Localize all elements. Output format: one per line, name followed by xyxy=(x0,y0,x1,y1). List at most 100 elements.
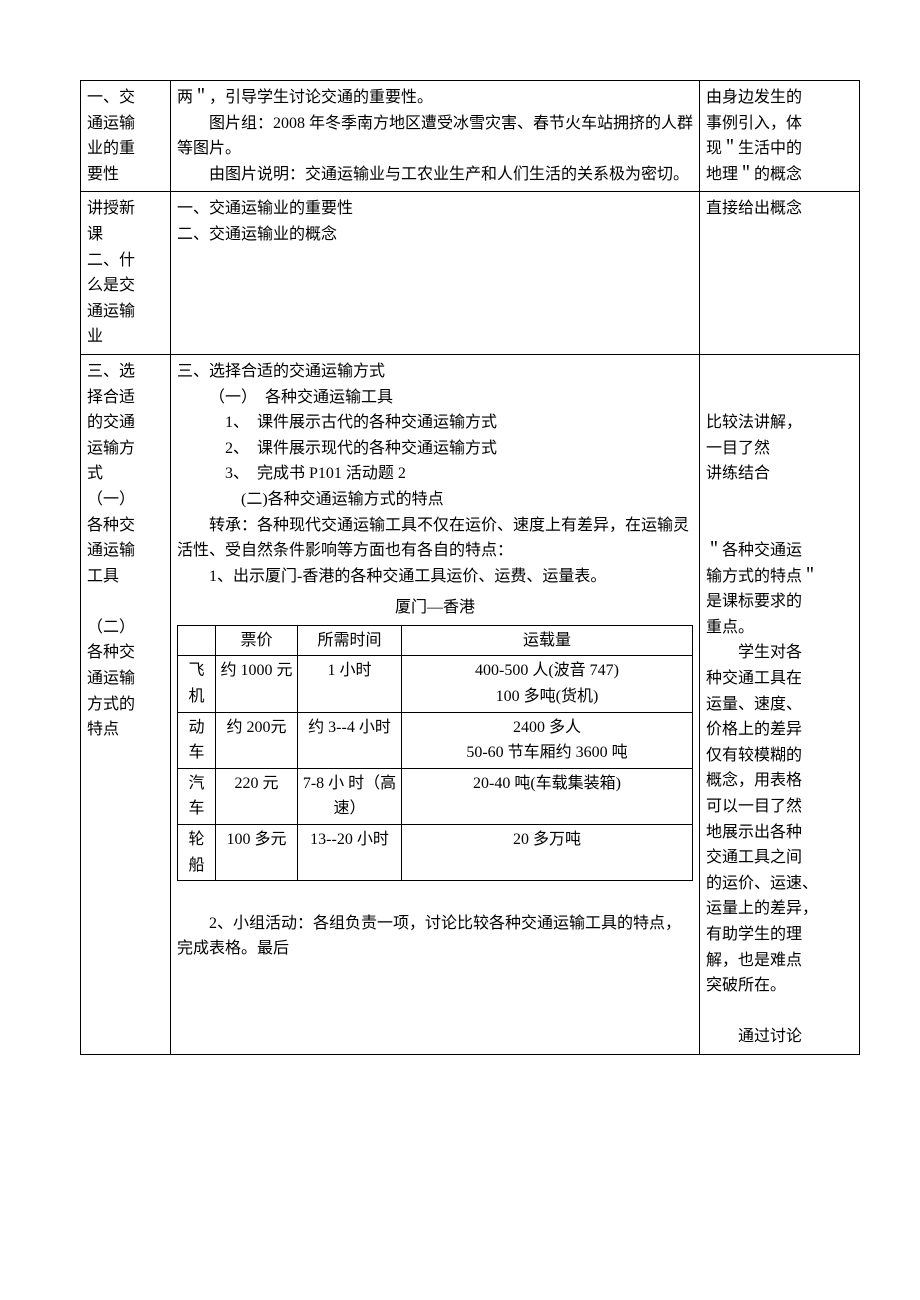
right-text: 是课标要求的 xyxy=(706,589,853,615)
table-row: 轮船100 多元13--20 小时20 多万吨 xyxy=(178,825,693,881)
right-text: 的运价、运速、 xyxy=(706,871,853,897)
table-cell: 7-8 小 时（高速） xyxy=(298,768,402,824)
left-text: 各种交 xyxy=(87,640,164,666)
lesson-plan-table: 一、交 通运输 业的重 要性 两＂，引导学生讨论交通的重要性。 图片组：2008… xyxy=(80,80,860,1055)
table-row: 三、选择合适的交通运输方式（一）各种交通运输工具 （二）各种交通运输方式的特点 … xyxy=(81,354,860,1054)
right-text: 地理＂的概念 xyxy=(706,162,853,188)
right-text: 现＂生活中的 xyxy=(706,136,853,162)
mid-text: 2、 课件展示现代的各种交通运输方式 xyxy=(177,436,693,462)
right-text: 交通工具之间 xyxy=(706,845,853,871)
table-cell: 20 多万吨 xyxy=(402,825,693,881)
left-text: 业的重 xyxy=(87,136,164,162)
right-text: 比较法讲解， xyxy=(706,410,853,436)
table-cell: 约 1000 元 xyxy=(216,656,298,712)
right-text xyxy=(706,513,853,539)
mid-text: 转承：各种现代交通运输工具不仅在运价、速度上有差异，在运输灵活性、受自然条件影响… xyxy=(177,513,693,564)
table-row: 飞机约 1000 元1 小时400-500 人(波音 747)100 多吨(货机… xyxy=(178,656,693,712)
left-text: 择合适 xyxy=(87,385,164,411)
left-text: 通运输 xyxy=(87,299,164,325)
table-cell: 飞机 xyxy=(178,656,216,712)
table-cell: 400-500 人(波音 747)100 多吨(货机) xyxy=(402,656,693,712)
right-text: 输方式的特点＂ xyxy=(706,564,853,590)
table-cell: 13--20 小时 xyxy=(298,825,402,881)
col-header: 所需时间 xyxy=(298,625,402,656)
left-text: 业 xyxy=(87,324,164,350)
right-text: 种交通工具在 xyxy=(706,666,853,692)
mid-text: 一、交通运输业的重要性 xyxy=(177,196,693,222)
left-cell: 三、选择合适的交通运输方式（一）各种交通运输工具 （二）各种交通运输方式的特点 xyxy=(81,354,171,1054)
mid-text: 图片组：2008 年冬季南方地区遭受冰雪灾害、春节火车站拥挤的人群等图片。 xyxy=(177,111,693,162)
right-text xyxy=(706,359,853,385)
mid-text: 1、出示厦门-香港的各种交通工具运价、运费、运量表。 xyxy=(177,564,693,590)
col-header xyxy=(178,625,216,656)
table-cell: 20-40 吨(车载集装箱) xyxy=(402,768,693,824)
right-text: 解，也是难点 xyxy=(706,948,853,974)
table-row: 票价 所需时间 运载量 xyxy=(178,625,693,656)
left-text: 工具 xyxy=(87,564,164,590)
mid-text: 由图片说明：交通运输业与工农业生产和人们生活的关系极为密切。 xyxy=(177,162,693,188)
left-text: 各种交 xyxy=(87,513,164,539)
table-row: 一、交 通运输 业的重 要性 两＂，引导学生讨论交通的重要性。 图片组：2008… xyxy=(81,81,860,192)
right-text: 直接给出概念 xyxy=(706,196,853,222)
right-text xyxy=(706,487,853,513)
left-cell: 讲授新 课 二、什 么是交 通运输 业 xyxy=(81,192,171,355)
right-text: 重点。 xyxy=(706,615,853,641)
left-text: （二） xyxy=(87,615,164,641)
mid-cell: 三、选择合适的交通运输方式（一） 各种交通运输工具1、 课件展示古代的各种交通运… xyxy=(171,354,700,1054)
mid-text: 二、交通运输业的概念 xyxy=(177,222,693,248)
inner-table-title: 厦门—香港 xyxy=(177,595,693,621)
left-text: 特点 xyxy=(87,717,164,743)
transport-comparison-table: 票价 所需时间 运载量 飞机约 1000 元1 小时400-500 人(波音 7… xyxy=(177,625,693,881)
left-text: 的交通 xyxy=(87,410,164,436)
right-text: 可以一目了然 xyxy=(706,794,853,820)
table-row: 讲授新 课 二、什 么是交 通运输 业 一、交通运输业的重要性 二、交通运输业的… xyxy=(81,192,860,355)
right-text: 突破所在。 xyxy=(706,973,853,999)
right-cell: 由身边发生的 事例引入，体 现＂生活中的 地理＂的概念 xyxy=(700,81,860,192)
table-cell: 约 200元 xyxy=(216,712,298,768)
right-text: 学生对各 xyxy=(706,640,853,666)
right-text: ＂各种交通运 xyxy=(706,538,853,564)
right-cell: 比较法讲解，一目了然讲练结合 ＂各种交通运输方式的特点＂是课标要求的重点。 学生… xyxy=(700,354,860,1054)
left-text: 方式的 xyxy=(87,692,164,718)
left-text xyxy=(87,589,164,615)
right-text xyxy=(706,385,853,411)
mid-cell: 一、交通运输业的重要性 二、交通运输业的概念 xyxy=(171,192,700,355)
left-text: 式 xyxy=(87,461,164,487)
right-text: 讲练结合 xyxy=(706,461,853,487)
right-text: 概念，用表格 xyxy=(706,768,853,794)
right-text: 通过讨论 xyxy=(706,1024,853,1050)
table-cell: 2400 多人50-60 节车厢约 3600 吨 xyxy=(402,712,693,768)
table-cell: 220 元 xyxy=(216,768,298,824)
table-cell: 汽车 xyxy=(178,768,216,824)
left-text: 讲授新 xyxy=(87,196,164,222)
right-cell: 直接给出概念 xyxy=(700,192,860,355)
mid-cell: 两＂，引导学生讨论交通的重要性。 图片组：2008 年冬季南方地区遭受冰雪灾害、… xyxy=(171,81,700,192)
right-text xyxy=(706,999,853,1025)
table-row: 动车约 200元约 3--4 小时2400 多人50-60 节车厢约 3600 … xyxy=(178,712,693,768)
table-row: 汽车220 元7-8 小 时（高速）20-40 吨(车载集装箱) xyxy=(178,768,693,824)
col-header: 运载量 xyxy=(402,625,693,656)
left-text: 要性 xyxy=(87,162,164,188)
mid-text: （一） 各种交通运输工具 xyxy=(177,385,693,411)
right-text: 由身边发生的 xyxy=(706,85,853,111)
right-text: 运量、速度、 xyxy=(706,692,853,718)
left-text: 三、选 xyxy=(87,359,164,385)
right-text: 有助学生的理 xyxy=(706,922,853,948)
mid-text: 2、小组活动：各组负责一项，讨论比较各种交通运输工具的特点，完成表格。最后 xyxy=(177,911,693,962)
right-text: 运量上的差异， xyxy=(706,896,853,922)
col-header: 票价 xyxy=(216,625,298,656)
left-cell: 一、交 通运输 业的重 要性 xyxy=(81,81,171,192)
table-cell: 动车 xyxy=(178,712,216,768)
left-text: 课 xyxy=(87,222,164,248)
left-text: 通运输 xyxy=(87,666,164,692)
table-cell: 1 小时 xyxy=(298,656,402,712)
left-text: 二、什 xyxy=(87,248,164,274)
right-text: 一目了然 xyxy=(706,436,853,462)
mid-text: 两＂，引导学生讨论交通的重要性。 xyxy=(177,85,693,111)
mid-text: 3、 完成书 P101 活动题 2 xyxy=(177,461,693,487)
document-page: 一、交 通运输 业的重 要性 两＂，引导学生讨论交通的重要性。 图片组：2008… xyxy=(0,0,920,1300)
left-text: 运输方 xyxy=(87,436,164,462)
mid-text: (二)各种交通运输方式的特点 xyxy=(177,487,693,513)
right-text: 价格上的差异 xyxy=(706,717,853,743)
left-text: 么是交 xyxy=(87,273,164,299)
